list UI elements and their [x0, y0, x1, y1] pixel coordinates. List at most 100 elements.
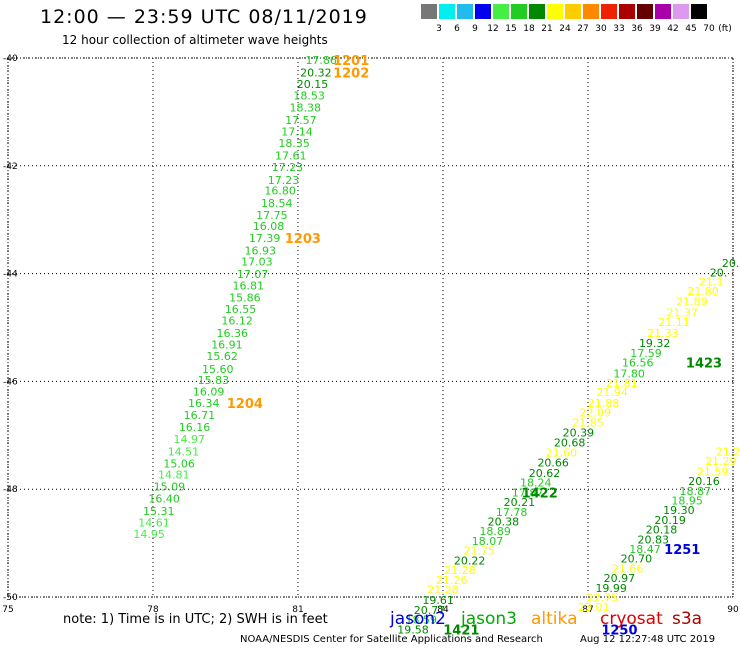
wave-height-point: 16.16: [179, 421, 211, 434]
wave-height-point: 21.11: [658, 316, 690, 329]
wave-height-point: 16.80: [264, 185, 296, 198]
wave-height-point: 18.54: [261, 197, 293, 210]
legend-label: 9: [472, 24, 478, 34]
wave-height-point: 17.23: [272, 161, 304, 174]
satellite-name: s3a: [672, 609, 703, 629]
wave-height-point: 21.59: [697, 465, 729, 478]
wave-height-point: 20.68: [554, 436, 586, 449]
wave-height-point: 14.95: [133, 528, 165, 541]
y-tick-label: -42: [3, 162, 18, 172]
wave-height-point: 18.24: [520, 477, 552, 490]
legend-label: 70: [703, 24, 715, 34]
wave-height-point: 18.89: [479, 525, 511, 538]
wave-height-point: 16.91: [211, 339, 243, 352]
wave-height-point: 22.75: [587, 592, 619, 605]
y-tick-label: -48: [3, 485, 18, 495]
wave-height-point: 20.: [722, 257, 740, 270]
chart-subtitle: 12 hour collection of altimeter wave hei…: [62, 33, 328, 47]
legend-swatch: [619, 4, 635, 19]
wave-height-point: 16.34: [188, 397, 220, 410]
footnote: note: 1) Time is in UTC; 2) SWH is in fe…: [63, 612, 328, 627]
x-tick-label: 75: [2, 605, 13, 615]
wave-height-point: 16.12: [221, 314, 253, 327]
legend-label: 30: [595, 24, 607, 34]
wave-height-point: 18.07: [472, 535, 504, 548]
legend-swatch: [655, 4, 671, 19]
y-tick-label: -44: [3, 270, 18, 280]
legend-swatch: [601, 4, 617, 19]
wave-height-point: 20.16: [688, 475, 720, 488]
legend-label: 33: [613, 24, 625, 34]
wave-height-point: 17.86: [305, 54, 337, 67]
wave-height-point: 20.77: [414, 604, 446, 617]
legend-swatch: [673, 4, 689, 19]
wave-height-point: 17.87: [512, 486, 544, 499]
wave-height-point: 21.94: [596, 386, 628, 399]
legend-label: 12: [487, 24, 499, 34]
wave-height-point: 21.29: [705, 455, 737, 468]
wave-height-point: 16.36: [217, 327, 249, 340]
legend-swatch: [457, 4, 473, 19]
wave-height-point: 21.28: [427, 583, 459, 596]
legend-swatch: [565, 4, 581, 19]
legend-label: 18: [523, 24, 535, 34]
wave-height-point: 21.1: [699, 276, 724, 289]
timestamp-text: Aug 12 12:27:48 UTC 2019: [580, 634, 716, 645]
wave-height-point: 21.60: [546, 447, 578, 460]
wave-height-point: 19.99: [595, 582, 627, 595]
wave-height-point: 16.56: [622, 357, 654, 370]
wave-height-point: 17.61: [275, 150, 307, 163]
pass-time-label: 1251: [664, 543, 700, 558]
wave-height-point: 21.33: [647, 327, 679, 340]
wave-height-point: 21.81: [606, 377, 638, 390]
credit-text: NOAA/NESDIS Center for Satellite Applica…: [240, 634, 543, 645]
legend-swatch: [637, 4, 653, 19]
wave-height-point: 17.39: [249, 232, 281, 245]
x-tick-label: 90: [727, 605, 739, 615]
legend-swatch: [547, 4, 563, 19]
wave-height-point: 18.35: [278, 137, 310, 150]
wave-height-point: 23.01: [578, 601, 610, 614]
wave-height-point: 20.22: [454, 554, 486, 567]
wave-height-point: 18.87: [680, 485, 712, 498]
wave-height-point: 20.18: [646, 524, 678, 537]
satellite-name: jason3: [461, 609, 517, 629]
wave-height-point: 17.14: [281, 125, 313, 138]
wave-height-point: 14.61: [138, 517, 170, 530]
wave-height-point: 21.80: [687, 285, 719, 298]
x-tick-label: 87: [582, 605, 593, 615]
wave-height-point: 20.83: [638, 533, 670, 546]
pass-time-label: 1423: [686, 357, 722, 372]
x-tick-label: 78: [147, 605, 159, 615]
legend-swatch: [691, 4, 707, 19]
wave-height-point: 18.53: [293, 90, 325, 103]
wave-height-point: 16.40: [148, 492, 180, 505]
wave-height-point: 19.30: [663, 504, 695, 517]
legend-label: 15: [505, 24, 517, 34]
wave-height-point: 20.66: [537, 456, 569, 469]
legend-label: 39: [649, 24, 661, 34]
wave-height-point: 15.83: [198, 374, 230, 387]
wave-height-point: 20.15: [297, 78, 329, 91]
wave-height-point: 16.09: [193, 386, 225, 399]
pass-time-label: 1421: [443, 623, 479, 638]
legend-swatch: [511, 4, 527, 19]
wave-height-point: 22.09: [580, 407, 612, 420]
legend-swatch: [421, 4, 437, 19]
wave-height-point: 15.09: [154, 481, 186, 494]
legend-swatch: [493, 4, 509, 19]
legend-swatch: [583, 4, 599, 19]
wave-height-point: 17.75: [256, 209, 288, 222]
wave-height-point: 21.26: [436, 574, 468, 587]
wave-height-point: 17.57: [285, 114, 317, 127]
legend-label: 21: [541, 24, 553, 34]
satellite-name: altika: [531, 609, 578, 629]
wave-height-point: 20.32: [300, 67, 332, 80]
wave-height-point: 19.58: [397, 623, 429, 636]
y-tick-label: -46: [3, 377, 18, 387]
legend-label: 27: [577, 24, 589, 34]
wave-height-point: 15.86: [229, 291, 261, 304]
wave-height-point: 16.71: [184, 409, 216, 422]
wave-height-point: 20.38: [488, 516, 520, 529]
